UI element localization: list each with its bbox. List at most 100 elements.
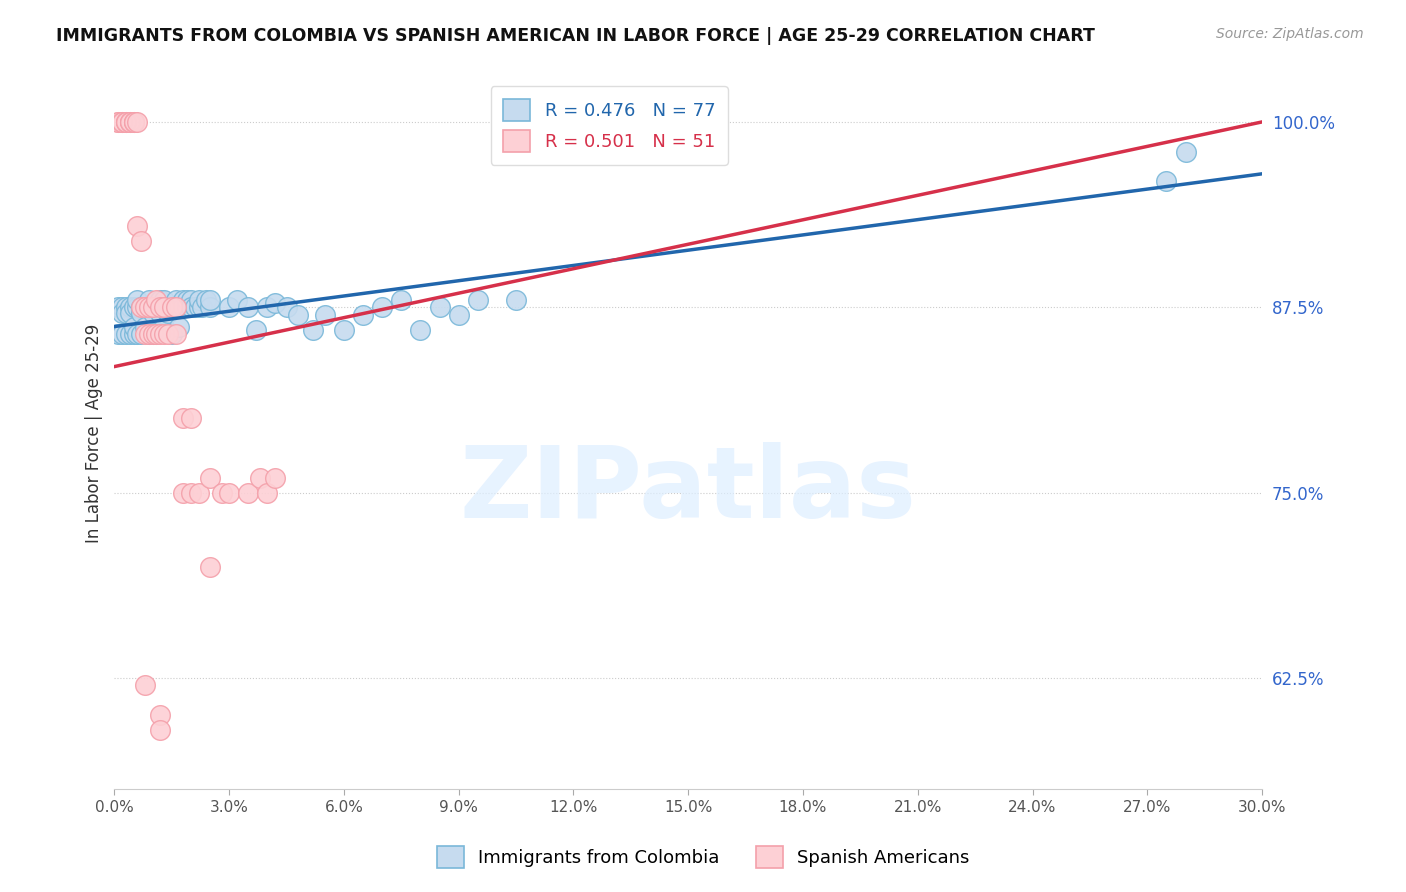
Point xyxy=(127,326,149,341)
Point xyxy=(138,293,160,307)
Point xyxy=(238,300,260,314)
Point xyxy=(198,293,221,307)
Point xyxy=(153,319,176,334)
Point xyxy=(145,326,167,341)
Point xyxy=(264,295,287,310)
Point xyxy=(180,293,202,307)
Legend: Immigrants from Colombia, Spanish Americans: Immigrants from Colombia, Spanish Americ… xyxy=(426,835,980,879)
Point xyxy=(256,300,278,314)
Point xyxy=(165,300,187,314)
Point xyxy=(187,293,209,307)
Point xyxy=(107,115,129,129)
Point xyxy=(165,300,187,314)
Point xyxy=(447,308,470,322)
Point xyxy=(505,293,527,307)
Point xyxy=(127,293,149,307)
Point xyxy=(115,326,138,341)
Point xyxy=(176,293,198,307)
Point xyxy=(187,485,209,500)
Point xyxy=(165,326,187,341)
Point xyxy=(389,293,412,307)
Point xyxy=(172,411,194,425)
Point xyxy=(115,306,138,320)
Point xyxy=(145,326,167,341)
Point xyxy=(115,115,138,129)
Point xyxy=(172,300,194,314)
Point xyxy=(1174,145,1197,159)
Point xyxy=(191,300,214,314)
Point xyxy=(122,115,145,129)
Y-axis label: In Labor Force | Age 25-29: In Labor Force | Age 25-29 xyxy=(86,324,103,543)
Point xyxy=(245,322,267,336)
Point xyxy=(115,115,138,129)
Point xyxy=(129,234,152,248)
Text: ZIPatlas: ZIPatlas xyxy=(460,442,917,539)
Point xyxy=(138,300,160,314)
Point xyxy=(129,300,152,314)
Point xyxy=(134,678,156,692)
Point xyxy=(1156,174,1178,188)
Point xyxy=(138,326,160,341)
Point xyxy=(180,300,202,314)
Point xyxy=(122,319,145,334)
Point xyxy=(127,300,149,314)
Point xyxy=(238,485,260,500)
Point xyxy=(302,322,325,336)
Point xyxy=(138,326,160,341)
Point xyxy=(156,300,179,314)
Point xyxy=(129,300,152,314)
Point xyxy=(287,308,309,322)
Point xyxy=(111,115,134,129)
Point xyxy=(118,300,141,314)
Point xyxy=(149,723,172,737)
Point xyxy=(111,300,134,314)
Point xyxy=(145,293,167,307)
Point xyxy=(264,471,287,485)
Point xyxy=(198,300,221,314)
Point xyxy=(122,300,145,314)
Point xyxy=(169,319,191,334)
Point xyxy=(107,326,129,341)
Point xyxy=(153,300,176,314)
Point xyxy=(111,115,134,129)
Point xyxy=(149,306,172,320)
Point xyxy=(118,115,141,129)
Point xyxy=(211,485,233,500)
Point xyxy=(314,308,336,322)
Point xyxy=(218,485,240,500)
Point xyxy=(160,326,183,341)
Point xyxy=(160,300,183,314)
Point xyxy=(176,300,198,314)
Point xyxy=(156,326,179,341)
Point xyxy=(149,293,172,307)
Point xyxy=(134,300,156,314)
Point xyxy=(249,471,271,485)
Point xyxy=(149,326,172,341)
Point xyxy=(134,319,156,334)
Point xyxy=(118,115,141,129)
Point xyxy=(142,306,165,320)
Point xyxy=(184,300,207,314)
Text: IMMIGRANTS FROM COLOMBIA VS SPANISH AMERICAN IN LABOR FORCE | AGE 25-29 CORRELAT: IMMIGRANTS FROM COLOMBIA VS SPANISH AMER… xyxy=(56,27,1095,45)
Point xyxy=(122,115,145,129)
Point xyxy=(153,326,176,341)
Point xyxy=(145,300,167,314)
Point xyxy=(142,326,165,341)
Point xyxy=(256,485,278,500)
Point xyxy=(160,300,183,314)
Point xyxy=(153,300,176,314)
Point xyxy=(187,300,209,314)
Point xyxy=(115,115,138,129)
Point xyxy=(276,300,298,314)
Point xyxy=(225,293,247,307)
Point xyxy=(294,856,316,871)
Legend: R = 0.476   N = 77, R = 0.501   N = 51: R = 0.476 N = 77, R = 0.501 N = 51 xyxy=(491,87,728,165)
Point xyxy=(169,300,191,314)
Point xyxy=(172,293,194,307)
Point xyxy=(134,300,156,314)
Point xyxy=(129,306,152,320)
Point xyxy=(180,411,202,425)
Point xyxy=(134,326,156,341)
Text: Source: ZipAtlas.com: Source: ZipAtlas.com xyxy=(1216,27,1364,41)
Point xyxy=(111,115,134,129)
